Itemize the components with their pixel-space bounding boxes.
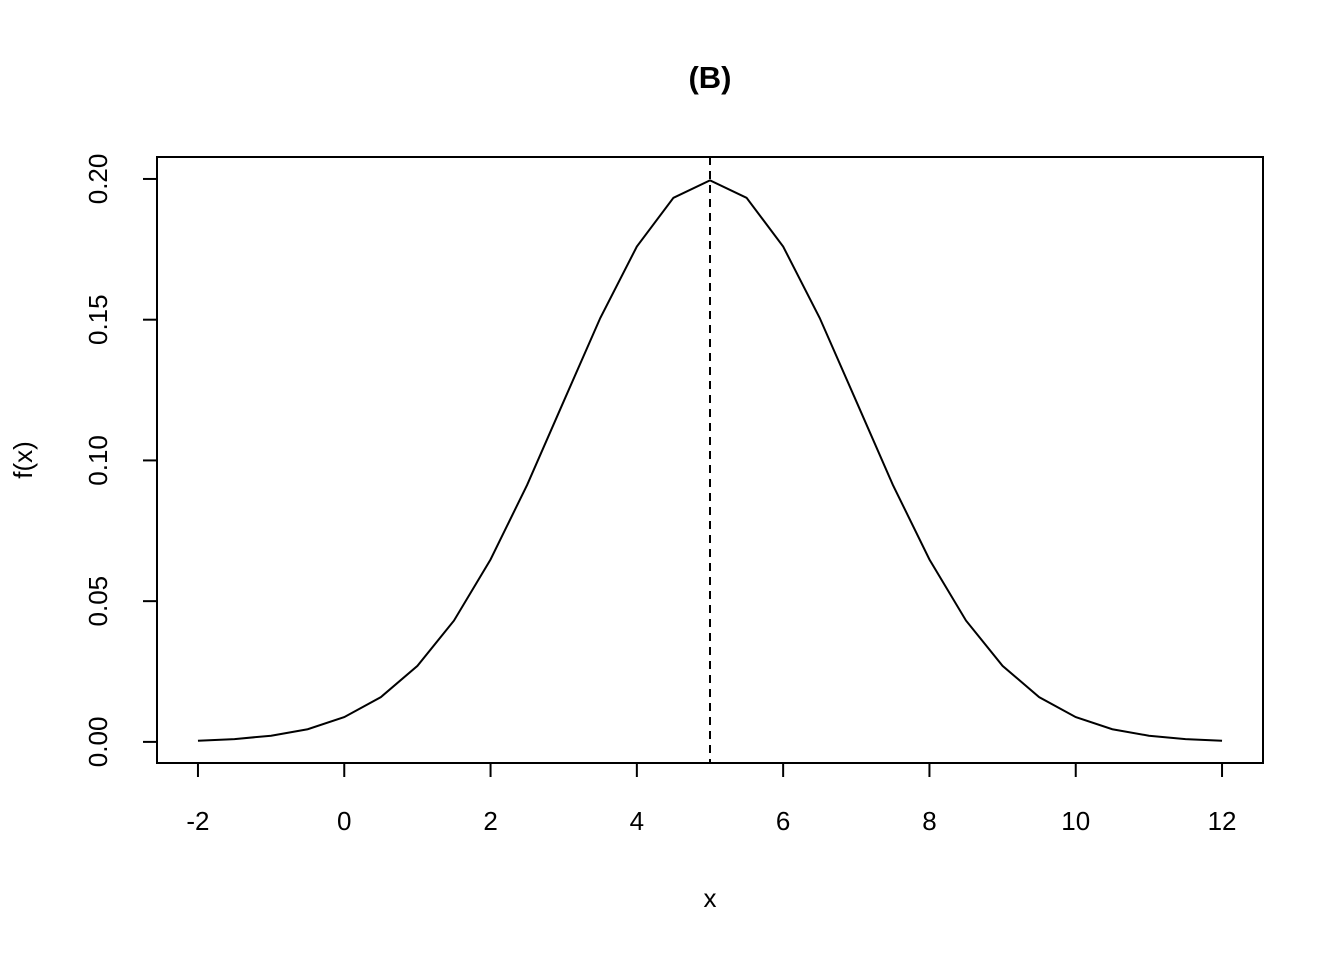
x-axis-label: x (704, 883, 717, 913)
y-tick-label: 0.15 (83, 294, 113, 345)
y-tick-label: 0.10 (83, 435, 113, 486)
x-tick-label: -2 (186, 806, 209, 836)
x-tick-label: 2 (483, 806, 497, 836)
x-tick-label: 10 (1061, 806, 1090, 836)
chart-title: (B) (688, 60, 731, 95)
y-tick-label: 0.00 (83, 717, 113, 768)
y-tick-label: 0.05 (83, 576, 113, 627)
y-axis-label: f(x) (8, 441, 38, 479)
y-tick-label: 0.20 (83, 154, 113, 205)
x-tick-label: 8 (922, 806, 936, 836)
density-line (197, 179, 1223, 742)
x-tick-label: 4 (630, 806, 644, 836)
x-tick-label: 12 (1208, 806, 1237, 836)
x-tick-label: 0 (337, 806, 351, 836)
x-tick-label: 6 (776, 806, 790, 836)
